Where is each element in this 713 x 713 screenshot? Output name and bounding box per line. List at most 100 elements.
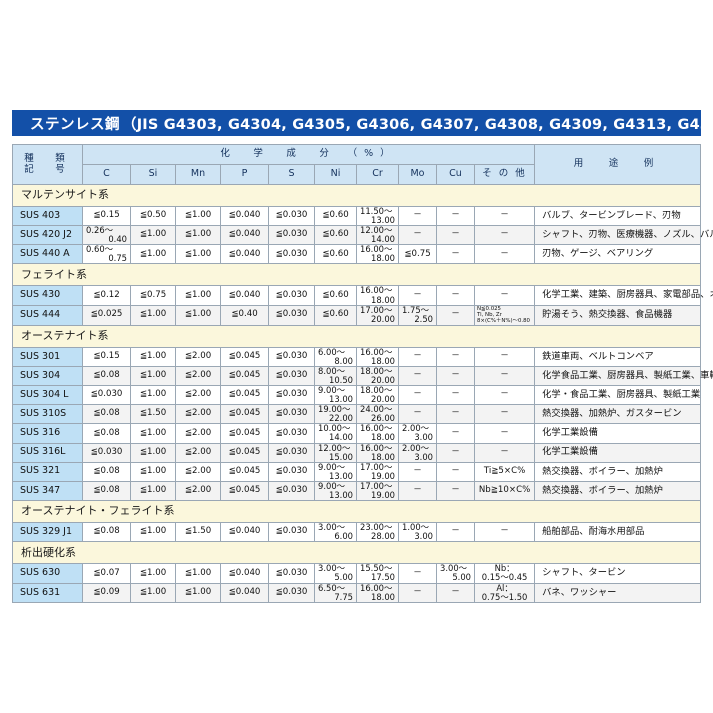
table-row[interactable]: SUS 347 ≦0.08 ≦1.00 ≦2.00 ≦0.045 ≦0.030 9.00～ 1… bbox=[12, 480, 701, 502]
cell-Mn: ≦2.00 bbox=[175, 385, 221, 406]
cell-C: ≦0.08 bbox=[82, 461, 131, 482]
cell-Mo: － bbox=[398, 582, 437, 604]
cell-use: 化学工業設備 bbox=[534, 423, 701, 444]
cell-S: ≦0.030 bbox=[268, 582, 315, 604]
cell-Cr: 24.00～ 26.00 bbox=[356, 404, 399, 425]
cell-Cu: － bbox=[436, 442, 475, 463]
cell-S: ≦0.030 bbox=[268, 461, 315, 482]
category-row: 析出硬化系 bbox=[12, 541, 701, 565]
cell-C: 0.60～ 0.75 bbox=[82, 244, 131, 265]
cell-S: ≦0.030 bbox=[268, 304, 315, 326]
cell-Ni: 12.00～ 15.00 bbox=[314, 442, 357, 463]
cell-use: 化学工業、建築、厨房器具、家電部品、オイルバーナー部品 bbox=[534, 285, 713, 306]
cell-other: － bbox=[473, 404, 536, 425]
table-row[interactable]: SUS 420 J2 0.26～ 0.40 ≦1.00 ≦1.00 ≦0.040 ≦0.03… bbox=[12, 225, 713, 246]
header-col-C: C bbox=[82, 164, 131, 185]
cell-Mn: ≦1.00 bbox=[175, 582, 221, 604]
category-row: マルテンサイト系 bbox=[12, 184, 701, 207]
cell-other: － bbox=[473, 385, 536, 406]
grade-cell: SUS 316 bbox=[12, 423, 83, 444]
table-row[interactable]: SUS 301 ≦0.15 ≦1.00 ≦2.00 ≦0.045 ≦0.030 6.00～ 8… bbox=[12, 346, 701, 367]
cell-Cu: － bbox=[436, 205, 475, 227]
table-row[interactable]: SUS 403 ≦0.15 ≦0.50 ≦1.00 ≦0.040 ≦0.030 ≦0.60 1… bbox=[12, 205, 701, 227]
cell-Mn: ≦1.00 bbox=[175, 285, 221, 306]
table-row[interactable]: SUS 316L ≦0.030 ≦1.00 ≦2.00 ≦0.045 ≦0.030 12.0… bbox=[12, 442, 701, 463]
cell-Mn: ≦1.00 bbox=[175, 563, 221, 584]
grade-cell: SUS 440 A bbox=[12, 244, 83, 265]
cell-Mn: ≦2.00 bbox=[175, 404, 221, 425]
grade-cell: SUS 430 bbox=[12, 285, 83, 306]
table-row[interactable]: SUS 304 ≦0.08 ≦1.00 ≦2.00 ≦0.045 ≦0.030 8.00～ 1… bbox=[12, 365, 713, 387]
grade-cell: SUS 301 bbox=[12, 346, 83, 367]
cell-use: 熱交換器、ボイラー、加熱炉 bbox=[534, 480, 701, 502]
cell-P: ≦0.045 bbox=[220, 404, 269, 425]
cell-other: － bbox=[473, 423, 536, 444]
cell-Mo: － bbox=[398, 480, 437, 502]
cell-Cr: 23.00～ 28.00 bbox=[356, 521, 399, 543]
cell-P: ≦0.045 bbox=[220, 385, 269, 406]
header-chemical-composition: 化 学 成 分 （%） bbox=[81, 144, 536, 165]
cell-Mo: － bbox=[398, 404, 437, 425]
grade-cell: SUS 420 J2 bbox=[12, 225, 83, 246]
cell-Ni: 10.00～ 14.00 bbox=[314, 423, 357, 444]
table-row[interactable]: SUS 430 ≦0.12 ≦0.75 ≦1.00 ≦0.040 ≦0.030 ≦0.60 1… bbox=[12, 285, 713, 306]
cell-C: ≦0.030 bbox=[82, 385, 131, 406]
cell-Si: ≦1.50 bbox=[130, 404, 176, 425]
header-col-S: S bbox=[268, 164, 315, 185]
cell-Cu: － bbox=[436, 304, 475, 326]
cell-use: 化学工業設備 bbox=[534, 442, 701, 463]
cell-C: ≦0.08 bbox=[82, 521, 131, 543]
cell-Cu: － bbox=[436, 365, 475, 387]
cell-Mn: ≦2.00 bbox=[175, 346, 221, 367]
table-title-bar: ステンレス鋼 （JIS G4303, G4304, G4305, G4306, … bbox=[12, 110, 713, 136]
cell-Si: ≦1.00 bbox=[130, 442, 176, 463]
cell-Cu: － bbox=[436, 480, 475, 502]
header-col-Ni: Ni bbox=[314, 164, 357, 185]
cell-Cr: 16.00～ 18.00 bbox=[356, 423, 399, 444]
cell-Cr: 16.00～ 18.00 bbox=[356, 346, 399, 367]
table-row[interactable]: SUS 444 ≦0.025 ≦1.00 ≦1.00 ≦0.40 ≦0.030 ≦0.60 1… bbox=[12, 304, 701, 326]
cell-Mo: － bbox=[398, 225, 437, 246]
table-row[interactable]: SUS 440 A 0.60～ 0.75 ≦1.00 ≦1.00 ≦0.040 ≦0.030… bbox=[12, 244, 701, 265]
cell-S: ≦0.030 bbox=[268, 225, 315, 246]
table-row[interactable]: SUS 329 J1 ≦0.08 ≦1.00 ≦1.50 ≦0.040 ≦0.030 3.0… bbox=[12, 521, 701, 543]
grade-cell: SUS 630 bbox=[12, 563, 83, 584]
cell-S: ≦0.030 bbox=[268, 385, 315, 406]
cell-other: N≦0.025 Ti, Nb, Zr 8×(C%＋N%)～0.80 bbox=[473, 304, 536, 326]
cell-Si: ≦1.00 bbox=[130, 563, 176, 584]
cell-S: ≦0.030 bbox=[268, 442, 315, 463]
table-row[interactable]: SUS 316 ≦0.08 ≦1.00 ≦2.00 ≦0.045 ≦0.030 10.00～… bbox=[12, 423, 701, 444]
cell-Mn: ≦2.00 bbox=[175, 480, 221, 502]
table-row[interactable]: SUS 321 ≦0.08 ≦1.00 ≦2.00 ≦0.045 ≦0.030 9.00～ 1… bbox=[12, 461, 701, 482]
cell-Cu: － bbox=[436, 385, 475, 406]
cell-P: ≦0.045 bbox=[220, 346, 269, 367]
cell-use: バルブ、タービンブレード、刃物 bbox=[534, 205, 701, 227]
cell-C: ≦0.15 bbox=[82, 205, 131, 227]
header-col-Mn: Mn bbox=[175, 164, 221, 185]
cell-Si: ≦1.00 bbox=[130, 480, 176, 502]
cell-S: ≦0.030 bbox=[268, 423, 315, 444]
table-row[interactable]: SUS 630 ≦0.07 ≦1.00 ≦1.00 ≦0.040 ≦0.030 3.00～ 5… bbox=[12, 563, 701, 584]
cell-other: － bbox=[473, 442, 536, 463]
table-row[interactable]: SUS 304 L ≦0.030 ≦1.00 ≦2.00 ≦0.045 ≦0.030 9.0… bbox=[12, 385, 701, 406]
cell-P: ≦0.045 bbox=[220, 480, 269, 502]
cell-S: ≦0.030 bbox=[268, 346, 315, 367]
cell-C: ≦0.08 bbox=[82, 480, 131, 502]
category-row: オーステナイト系 bbox=[12, 324, 701, 348]
cell-use: 船舶部品、耐海水用部品 bbox=[534, 521, 701, 543]
cell-Ni: 6.00～ 8.00 bbox=[314, 346, 357, 367]
table-row[interactable]: SUS 631 ≦0.09 ≦1.00 ≦1.00 ≦0.040 ≦0.030 6.50～ 7… bbox=[12, 582, 701, 604]
table-row[interactable]: SUS 310S ≦0.08 ≦1.50 ≦2.00 ≦0.045 ≦0.030 19.00… bbox=[12, 404, 701, 425]
cell-P: ≦0.040 bbox=[220, 205, 269, 227]
cell-Mn: ≦1.00 bbox=[175, 244, 221, 265]
cell-Si: ≦1.00 bbox=[130, 582, 176, 604]
cell-Si: ≦1.00 bbox=[130, 346, 176, 367]
cell-Cr: 17.00～ 20.00 bbox=[356, 304, 399, 326]
cell-Cr: 16.00～ 18.00 bbox=[356, 442, 399, 463]
cell-Si: ≦1.00 bbox=[130, 225, 176, 246]
cell-Mo: 2.00～ 3.00 bbox=[398, 442, 437, 463]
category-label-1: フェライト系 bbox=[12, 263, 701, 287]
cell-P: ≦0.040 bbox=[220, 285, 269, 306]
cell-Cu: － bbox=[436, 582, 475, 604]
